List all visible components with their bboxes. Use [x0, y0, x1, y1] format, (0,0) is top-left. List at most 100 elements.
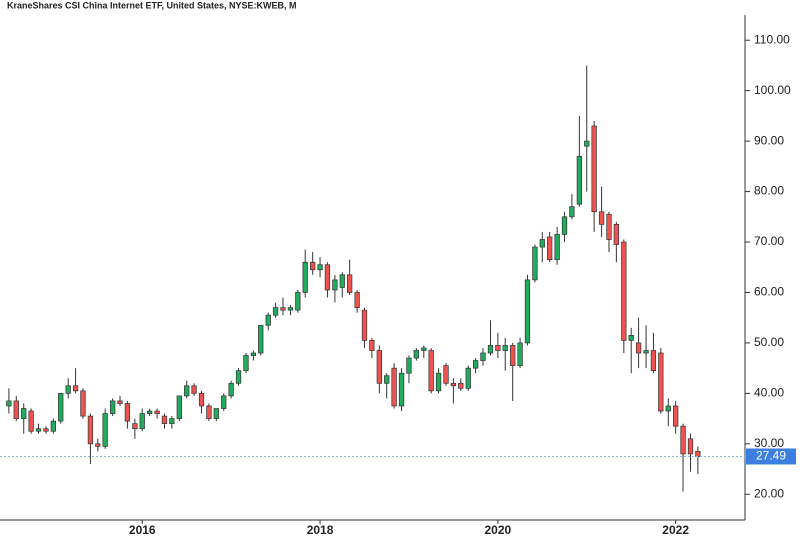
candle-body: [324, 264, 331, 291]
candle-body: [184, 385, 190, 397]
candle-body: [191, 385, 197, 394]
candle-body: [687, 438, 694, 455]
candle-body: [58, 393, 64, 422]
candle-body: [65, 385, 71, 394]
candle-body: [406, 357, 412, 374]
candle-body: [21, 408, 27, 419]
candle-body: [450, 382, 457, 387]
candle-body: [487, 345, 494, 354]
candle-body: [369, 340, 375, 351]
candle-body: [591, 125, 597, 213]
candle-body: [117, 400, 123, 404]
candle-body: [310, 261, 316, 271]
candle-body: [87, 415, 94, 445]
candle-body: [398, 372, 405, 407]
candle-body: [680, 425, 686, 455]
candle-body: [243, 355, 249, 372]
y-tick-label: 80.00: [754, 184, 784, 198]
candle-body: [391, 367, 397, 407]
candle-body: [95, 443, 101, 447]
candle-body: [673, 405, 679, 427]
candle-body: [339, 274, 345, 288]
candle-body: [695, 451, 701, 457]
candle-body: [547, 236, 553, 261]
candle-body: [443, 365, 449, 384]
candle-body: [154, 410, 160, 414]
candle-body: [435, 372, 442, 392]
candle-body: [502, 345, 508, 351]
candle-body: [139, 413, 145, 430]
candle-body: [72, 385, 79, 392]
candle-body: [584, 140, 590, 147]
candle-body: [295, 292, 301, 311]
candle-body: [287, 307, 294, 311]
candle-body: [384, 375, 390, 384]
candle-body: [561, 216, 568, 235]
y-tick-label: 70.00: [754, 234, 784, 248]
candle-body: [650, 350, 657, 372]
candle-body: [302, 261, 308, 293]
candle-body: [35, 428, 42, 432]
candle-body: [235, 370, 242, 384]
candle-body: [347, 274, 353, 293]
candle-body: [176, 395, 182, 419]
candle-body: [635, 342, 642, 354]
candle-body: [28, 410, 34, 432]
candle-body: [621, 241, 627, 341]
candle-body: [472, 360, 479, 369]
candle-body: [332, 279, 338, 291]
candle-body: [554, 234, 560, 261]
candle-body: [146, 410, 153, 414]
x-tick-label: 2018: [307, 523, 334, 537]
candle-body: [361, 309, 368, 341]
candle-body: [102, 413, 108, 447]
last-price-box: [746, 448, 796, 465]
candle-body: [206, 405, 212, 419]
candle-body: [613, 224, 619, 245]
candle-body: [258, 324, 264, 354]
candle-body: [465, 367, 471, 389]
candle-body: [517, 342, 523, 366]
candle-body: [539, 239, 545, 248]
candle-body: [6, 400, 12, 407]
last-price-label: 27.49: [756, 449, 786, 463]
candle-body: [606, 213, 612, 240]
candle-body: [198, 393, 205, 407]
candle-body: [413, 350, 419, 359]
candle-body: [110, 400, 116, 414]
candle-body: [213, 408, 219, 419]
y-tick-label: 50.00: [754, 335, 784, 349]
candle-body: [421, 347, 427, 351]
y-tick-label: 100.00: [754, 83, 791, 97]
candle-body: [658, 352, 664, 412]
candle-body: [80, 390, 86, 417]
candle-body: [221, 395, 227, 409]
candle-body: [510, 345, 516, 366]
candle-body: [43, 428, 49, 432]
candle-body: [13, 400, 19, 419]
candle-body: [569, 206, 575, 218]
candle-body: [272, 307, 279, 316]
candle-body: [50, 420, 56, 432]
candle-body: [495, 345, 501, 351]
candle-body: [317, 264, 323, 271]
candle-body: [576, 155, 583, 205]
candle-body: [169, 418, 175, 424]
y-tick-label: 40.00: [754, 386, 784, 400]
candle-body: [250, 352, 257, 356]
candle-body: [428, 350, 434, 392]
candle-body: [598, 211, 605, 225]
candle-body: [161, 415, 168, 424]
x-tick-label: 2016: [129, 523, 156, 537]
y-tick-label: 90.00: [754, 133, 784, 147]
candle-body: [665, 405, 671, 412]
candle-body: [132, 423, 138, 430]
candle-body: [628, 335, 634, 341]
x-tick-label: 2020: [485, 523, 512, 537]
y-tick-label: 60.00: [754, 285, 784, 299]
y-tick-label: 30.00: [754, 436, 784, 450]
chart-title: KraneShares CSI China Internet ETF, Unit…: [7, 0, 297, 10]
candle-body: [354, 292, 360, 308]
